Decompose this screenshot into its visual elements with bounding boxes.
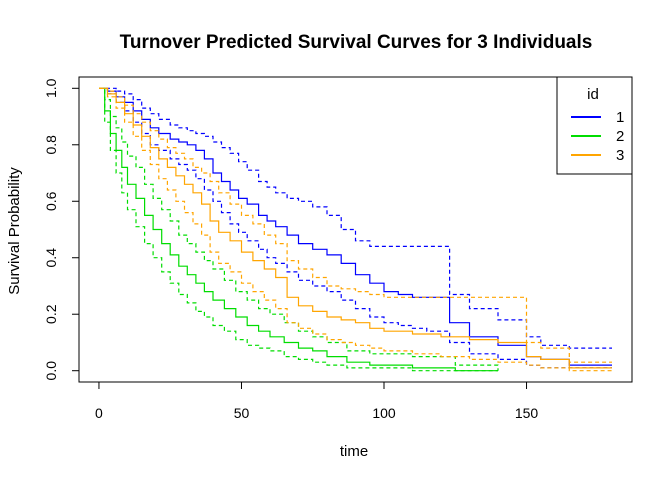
legend: id 1 2 3 — [556, 76, 633, 175]
y-axis-label: Survival Probability — [6, 167, 23, 295]
series-3 — [99, 87, 612, 372]
y-tick-label: 0.0 — [43, 361, 59, 381]
plot-frame — [78, 76, 633, 383]
legend-label-1: 1 — [616, 109, 624, 126]
series-1-upper-ci — [99, 87, 612, 349]
series-2-upper-ci — [99, 87, 499, 371]
x-axis-label: time — [340, 443, 368, 460]
legend-title: id — [587, 86, 599, 103]
y-tick-label: 0.2 — [43, 304, 59, 324]
series-1-survival-line — [99, 87, 612, 366]
y-tick-label: 0.8 — [43, 135, 59, 155]
series-3-lower-ci — [99, 87, 612, 372]
y-tick-label: 0.6 — [43, 191, 59, 211]
legend-label-2: 2 — [616, 128, 624, 145]
legend-box — [556, 76, 633, 175]
series-3-survival-line — [99, 87, 612, 369]
x-tick-label: 100 — [372, 405, 396, 421]
series-2-survival-line — [99, 87, 498, 372]
y-tick-label: 1.0 — [43, 78, 59, 98]
chart-title: Turnover Predicted Survival Curves for 3… — [120, 32, 593, 53]
series-1 — [99, 87, 612, 369]
y-tick-label: 0.4 — [43, 248, 59, 268]
series-2 — [99, 87, 499, 372]
legend-label-3: 3 — [616, 147, 624, 164]
series-1-lower-ci — [99, 87, 612, 369]
x-tick-label: 150 — [515, 405, 539, 421]
series-3-upper-ci — [99, 87, 612, 363]
series-2-lower-ci — [99, 87, 498, 372]
x-tick-label: 0 — [95, 405, 103, 421]
x-tick-label: 50 — [234, 405, 250, 421]
